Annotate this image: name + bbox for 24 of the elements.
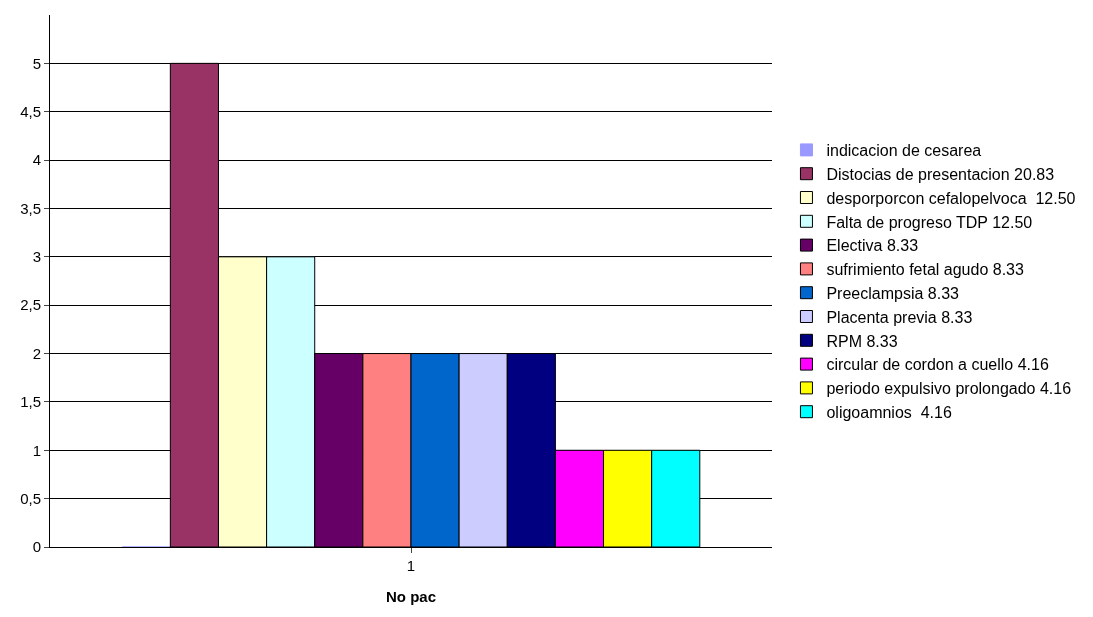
y-tick-label: 3: [32, 248, 41, 266]
legend-label: desporporcon cefalopelvoca 12.50: [826, 189, 1076, 207]
legend-label: indicacion de cesarea: [826, 142, 982, 160]
legend-label: Placenta previa 8.33: [826, 308, 973, 326]
legend-label: Distocias de presentacion 20.83: [826, 165, 1055, 183]
legend-label: Falta de progreso TDP 12.50: [826, 213, 1033, 231]
y-tick-label: 5: [32, 54, 41, 72]
legend-label: periodo expulsivo prolongado 4.16: [826, 380, 1072, 398]
legend-label: sufrimiento fetal agudo 8.33: [826, 261, 1024, 279]
legend-label: Preeclampsia 8.33: [826, 284, 960, 302]
x-axis-title: No pac: [385, 588, 437, 605]
legend-label: oligoamnios 4.16: [826, 403, 952, 421]
y-tick-label: 2: [32, 344, 41, 362]
y-tick-label: 0,5: [20, 489, 41, 507]
y-tick-label: 0: [32, 538, 41, 556]
y-tick-label: 4: [32, 151, 41, 169]
y-tick-label: 1: [32, 441, 41, 459]
y-tick-label: 4,5: [20, 102, 41, 120]
legend-label: circular de cordon a cuello 4.16: [826, 356, 1049, 374]
legend-label: Electiva 8.33: [826, 237, 919, 255]
y-tick-label: 1,5: [20, 393, 41, 411]
legend-label: RPM 8.33: [826, 332, 898, 350]
y-tick-label: 3,5: [20, 199, 41, 217]
y-tick-label: 2,5: [20, 296, 41, 314]
